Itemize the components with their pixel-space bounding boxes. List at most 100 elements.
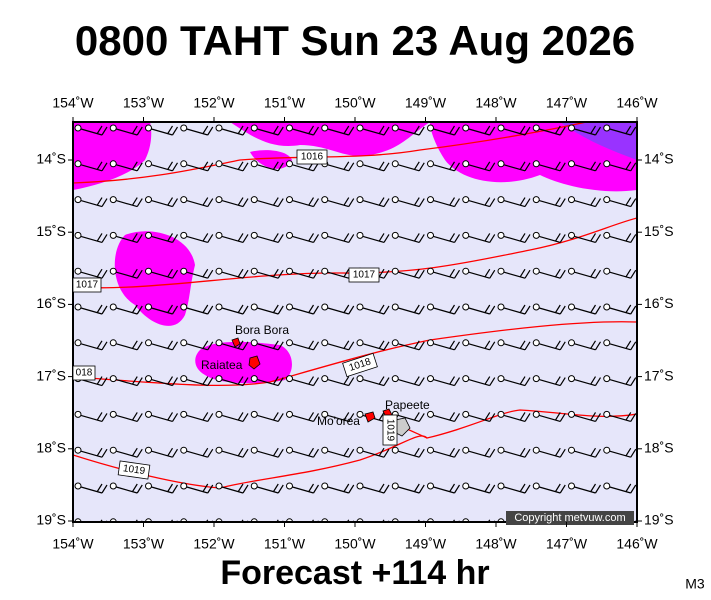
wind-barb-station <box>356 375 364 383</box>
wind-barb-station <box>568 196 575 204</box>
wind-barb-station <box>497 375 505 383</box>
wind-barb <box>186 304 214 315</box>
wind-barb-station <box>532 160 540 168</box>
wind-barb-station <box>321 267 329 275</box>
wind-barb-station <box>109 446 117 454</box>
wind-barb <box>116 447 143 458</box>
wind-barb-station <box>391 339 399 347</box>
wind-barb <box>221 125 249 136</box>
graticule-labels: 154˚W 154˚W 153˚W 153˚W 152˚W 152˚W 151˚W 151˚W… <box>36 95 673 552</box>
wind-barb-station <box>145 375 152 383</box>
wind-barb-station <box>250 124 258 132</box>
wind-barb <box>362 161 390 172</box>
wind-barb <box>151 412 179 422</box>
wind-barb-station <box>462 375 470 383</box>
wind-barb <box>433 483 461 494</box>
wind-barb <box>468 304 496 315</box>
lat-label: 19˚S <box>36 512 66 528</box>
wind-barb <box>327 125 355 136</box>
wind-barb <box>80 233 108 243</box>
lat-label: 14˚S <box>36 151 66 167</box>
wind-barb-station <box>215 482 223 490</box>
wind-barb-station <box>568 410 575 418</box>
map-content <box>73 122 671 522</box>
wind-barb-station <box>250 410 258 418</box>
wind-barb-station <box>639 125 645 131</box>
wind-barb-station <box>180 446 188 454</box>
wind-barb-station <box>497 446 505 454</box>
wind-barb-station <box>356 231 364 239</box>
wind-barb <box>539 340 566 351</box>
wind-barb <box>574 268 602 279</box>
wind-barb <box>327 233 355 243</box>
wind-barb-station <box>180 482 188 490</box>
wind-barb <box>327 304 355 315</box>
wind-barb-station <box>74 267 82 275</box>
wind-barb-station <box>286 303 293 311</box>
wind-barb <box>362 304 390 315</box>
lon-label: 146˚W <box>616 95 658 111</box>
wind-barb-station <box>603 303 611 311</box>
wind-barb <box>80 268 108 279</box>
wind-barb <box>645 484 671 493</box>
wind-barb-station <box>250 482 258 490</box>
wind-barb-station <box>568 303 575 311</box>
wind-barb-station <box>74 482 82 490</box>
wind-barb <box>433 233 461 243</box>
wind-barb <box>221 161 249 172</box>
wind-barb <box>433 447 461 458</box>
wind-barb <box>574 125 602 136</box>
wind-barb-station <box>109 160 117 168</box>
wind-barb-station <box>639 197 645 203</box>
wind-barb-station <box>109 124 117 132</box>
isobar-label: 1017 <box>353 270 376 281</box>
model-label: M3 <box>685 576 705 592</box>
wind-barb-station <box>497 196 505 204</box>
wind-barb <box>186 197 214 208</box>
wind-barb <box>221 304 249 315</box>
wind-barb <box>539 447 566 458</box>
wind-barb <box>151 268 179 279</box>
wind-barb <box>398 197 425 208</box>
wind-barb-station <box>462 231 470 239</box>
wind-barb <box>503 268 531 279</box>
wind-barb-station <box>250 446 258 454</box>
wind-barb-station <box>391 303 399 311</box>
wind-barb-station <box>74 339 82 347</box>
wind-barb <box>433 304 461 315</box>
wind-barb <box>433 412 461 422</box>
wind-barb <box>116 483 143 494</box>
lon-label: 149˚W <box>405 95 447 111</box>
wind-barb-station <box>215 196 223 204</box>
wind-barb-station <box>603 124 611 132</box>
lon-label: 150˚W <box>334 95 376 111</box>
lat-label: 18˚S <box>36 440 66 456</box>
isobar-label: 1017 <box>76 280 99 291</box>
wind-barb-station <box>568 482 575 490</box>
wind-barb <box>609 197 637 208</box>
wind-barb-station <box>391 267 399 275</box>
wind-barb <box>468 340 496 351</box>
wind-barb-station <box>109 267 117 275</box>
wind-barb-station <box>109 303 117 311</box>
forecast-label: Forecast +114 hr <box>220 554 489 592</box>
wind-barb <box>257 412 284 422</box>
wind-barb <box>221 412 249 422</box>
wind-barb <box>468 483 496 494</box>
wind-barb-station <box>497 231 505 239</box>
wind-barb <box>221 340 249 351</box>
wind-barb-station <box>145 339 152 347</box>
wind-barb-station <box>603 446 611 454</box>
wind-barb-station <box>215 231 223 239</box>
wind-barb-station <box>74 410 82 418</box>
wind-barb-station <box>639 483 645 489</box>
wind-barb <box>468 447 496 458</box>
place-label: Bora Bora <box>235 323 289 337</box>
wind-barb-station <box>532 231 540 239</box>
wind-barb <box>362 233 390 243</box>
wind-barb <box>186 447 214 458</box>
wind-barb-station <box>286 267 293 275</box>
wind-barb-station <box>532 339 540 347</box>
wind-barb <box>574 304 602 315</box>
wind-barb <box>503 412 531 422</box>
